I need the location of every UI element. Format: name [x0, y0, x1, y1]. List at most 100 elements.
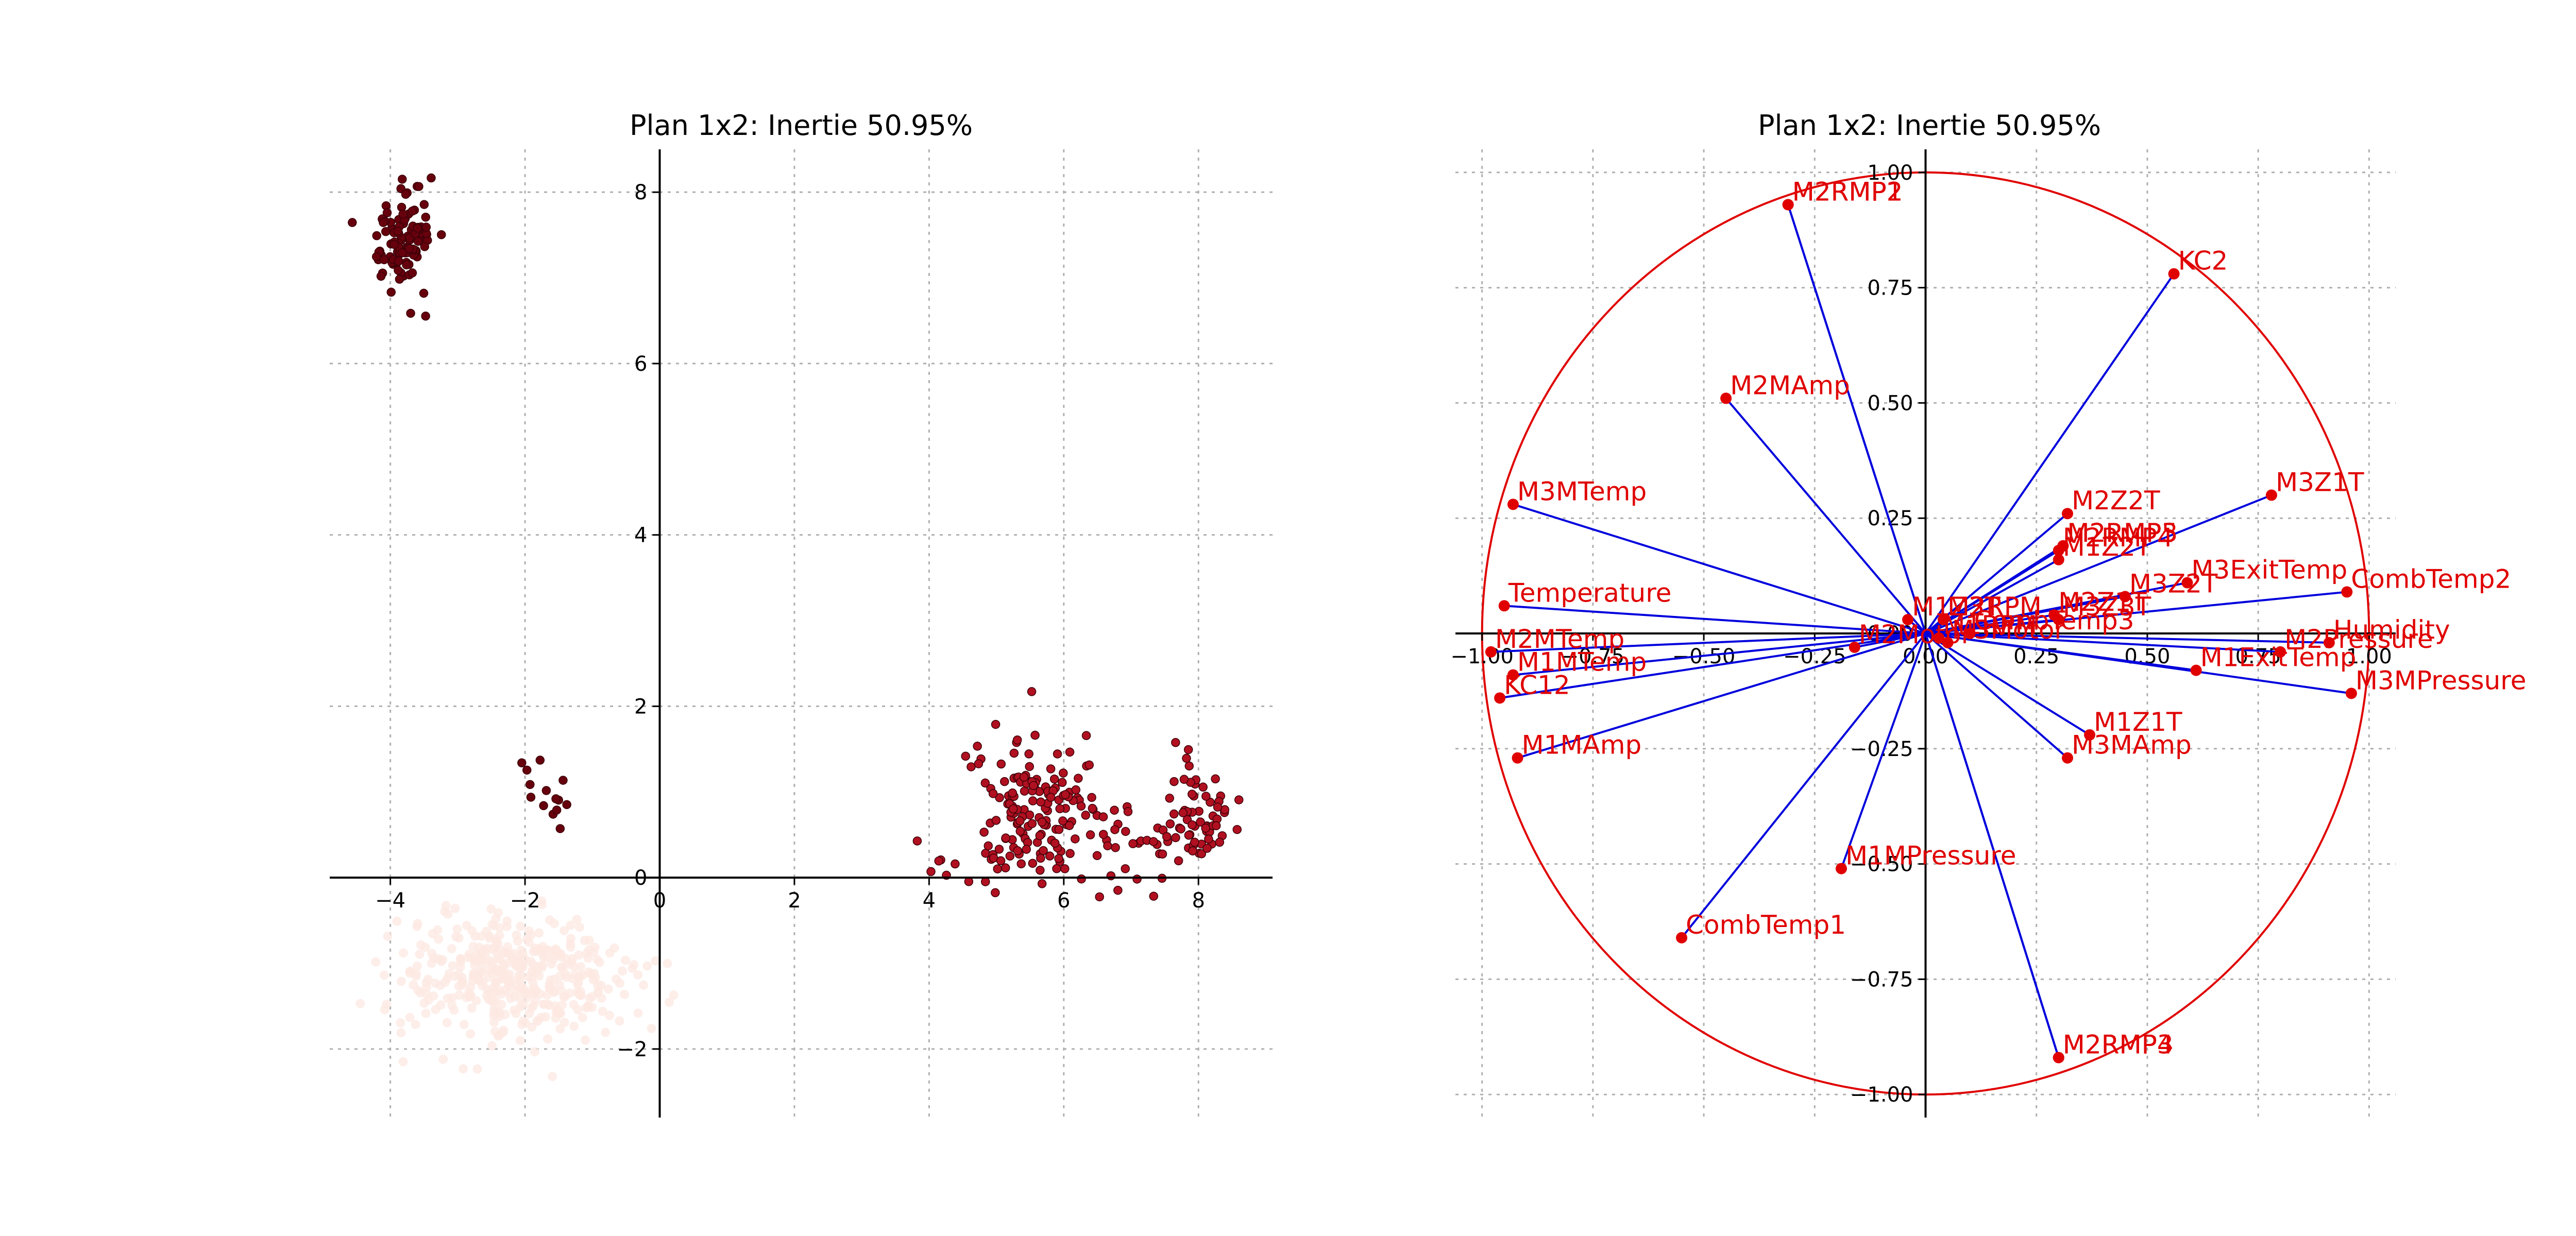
left-scatter-point: [1024, 749, 1033, 759]
left-scatter-point: [489, 1017, 499, 1027]
left-scatter-point: [981, 849, 990, 858]
left-scatter-point: [543, 990, 552, 1000]
left-scatter-point: [619, 989, 629, 999]
left-scatter-point: [472, 1064, 482, 1074]
left-scatter-point: [1183, 745, 1193, 754]
left-chart-title: Plan 1x2: Inertie 50.95%: [630, 109, 973, 142]
right-y-tick-label: 1.00: [1867, 161, 1913, 185]
left-scatter-point: [1005, 851, 1015, 861]
right-x-tick-label: −1.00: [1450, 645, 1514, 668]
left-scatter-point: [1084, 760, 1094, 770]
vector-label-M3ExitTemp: M3ExitTemp: [2191, 555, 2347, 585]
left-scatter-point: [1027, 687, 1037, 696]
left-scatter-point: [1234, 795, 1244, 804]
left-scatter-point: [518, 949, 528, 958]
left-scatter-point: [991, 719, 1001, 729]
vector-line-Temperature: [1504, 605, 1926, 634]
vector-line-M3Z1T: [1925, 494, 2272, 634]
vector-point-M2RMP4: [2053, 544, 2064, 556]
left-scatter-point: [580, 936, 589, 946]
left-scatter-point: [1190, 837, 1199, 847]
left-scatter-point: [578, 1012, 587, 1022]
left-scatter-point: [612, 974, 621, 984]
left-scatter-point: [421, 978, 431, 988]
vector-point-M2RPM: [1937, 614, 1949, 626]
left-scatter-point: [1202, 844, 1212, 853]
left-y-tick-label: 6: [634, 352, 647, 376]
left-scatter-point: [454, 982, 464, 991]
left-scatter-point: [1045, 851, 1055, 861]
left-scatter-point: [450, 903, 460, 913]
left-scatter-point: [549, 987, 559, 997]
left-scatter-point: [979, 828, 989, 837]
left-scatter-point: [562, 800, 571, 810]
left-scatter-point: [574, 950, 584, 960]
left-scatter-point: [379, 970, 389, 980]
left-scatter-point: [401, 190, 411, 199]
left-scatter-point: [598, 1006, 607, 1016]
left-scatter-point: [434, 934, 444, 944]
vector-point-M3MPressure: [2345, 688, 2357, 699]
left-scatter-point: [1162, 832, 1172, 842]
left-scatter-point: [382, 208, 392, 217]
left-scatter-point: [633, 1008, 643, 1018]
vector-line-M1MAmp: [1517, 632, 1926, 759]
left-scatter-point: [398, 175, 407, 184]
left-scatter-point: [485, 987, 495, 997]
left-scatter-point: [1215, 837, 1225, 847]
left-scatter-point: [1046, 764, 1056, 774]
left-scatter-point: [495, 946, 505, 955]
left-scatter-point: [601, 1027, 611, 1037]
left-scatter-point: [1053, 749, 1062, 759]
left-scatter-point: [1121, 864, 1130, 873]
left-scatter-point: [517, 1020, 527, 1029]
right-correlation-circle: −1.00 −0.75 −0.50 −0.25 0.00 0.25 0.50 0.75 1.00…: [1450, 149, 2527, 1118]
left-scatter-point: [394, 256, 403, 266]
left-y-tick-label: 0: [634, 866, 647, 890]
left-scatter-point: [560, 925, 569, 935]
vector-point-M3Motor: [1942, 637, 1954, 648]
left-scatter-point: [517, 758, 527, 768]
left-scatter-point: [1165, 794, 1174, 803]
left-scatter-point: [569, 1021, 579, 1031]
left-scatter-point: [543, 1034, 553, 1044]
vector-line-M3Z2T: [1925, 595, 2126, 634]
left-scatter-point: [481, 926, 491, 936]
left-scatter-point: [1149, 891, 1158, 901]
vector-line-M3MPressure: [1925, 632, 2352, 695]
left-scatter-point: [1092, 851, 1102, 861]
left-scatter-point: [1055, 804, 1064, 814]
left-scatter-point: [1081, 811, 1090, 820]
left-scatter-point: [669, 990, 679, 1000]
vector-line-M3Z3T: [1925, 619, 2059, 634]
left-scatter-point: [934, 856, 943, 866]
right-x-tick-label: 1.00: [2346, 645, 2392, 668]
left-scatter-point: [437, 230, 446, 239]
left-scatter-point: [436, 956, 446, 966]
left-scatter-point: [1008, 804, 1018, 814]
left-scatter-point: [633, 970, 643, 980]
left-scatter-point: [555, 824, 565, 833]
left-scatter-point: [371, 252, 381, 262]
left-scatter-point: [1025, 762, 1034, 771]
left-scatter-point: [1098, 812, 1108, 821]
left-scatter-point: [639, 980, 649, 990]
left-scatter-point: [421, 312, 430, 321]
left-scatter-point: [497, 968, 507, 978]
left-scatter-point: [455, 962, 465, 972]
left-scatter-point: [539, 999, 549, 1009]
left-scatter-point: [1027, 819, 1037, 828]
left-scatter-point: [574, 922, 584, 932]
vector-point-CombTemp1: [1676, 932, 1688, 943]
left-scatter-point: [459, 1020, 469, 1029]
vector-label-M1MTemp: M1MTemp: [1517, 647, 1647, 677]
left-scatter-point: [466, 953, 476, 963]
vector-label-M1RPM: M1RPM: [1943, 610, 2037, 640]
vector-point-M1MPressure: [1835, 863, 1847, 874]
left-scatter-point: [380, 1005, 389, 1015]
left-scatter-point: [1178, 808, 1188, 817]
left-scatter-point: [443, 993, 452, 1003]
left-scatter-point: [516, 964, 526, 973]
left-scatter-point: [495, 923, 504, 933]
left-scatter-point: [440, 977, 450, 987]
